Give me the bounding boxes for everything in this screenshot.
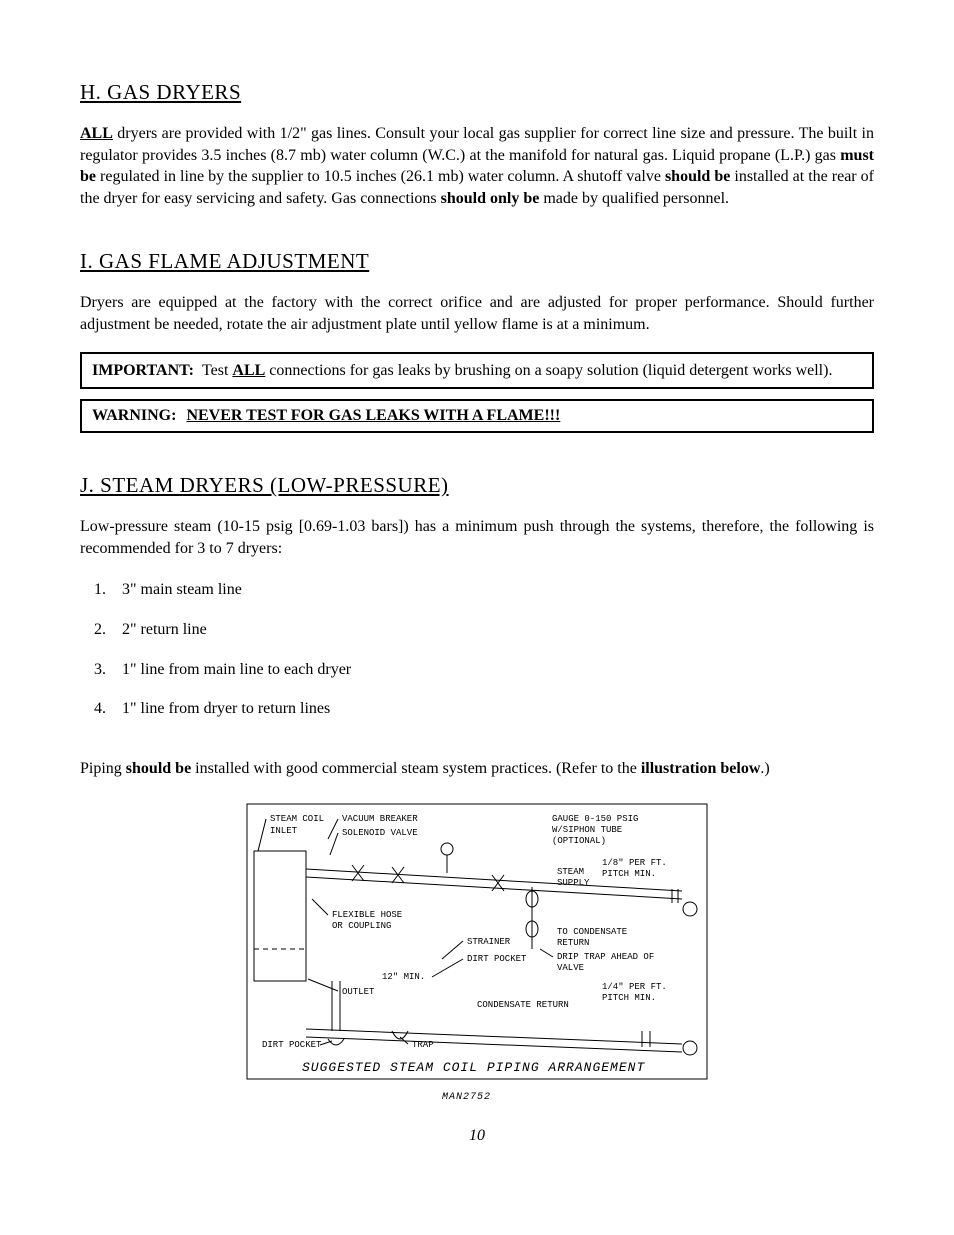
diagram-label: OR COUPLING (332, 921, 391, 931)
diagram-label: GAUGE 0-150 PSIG (552, 814, 638, 824)
steam-piping-diagram: STEAM COIL INLET VACUUM BREAKER SOLENOID… (242, 799, 712, 1119)
numbered-list: 1. 3" main steam line 2. 2" return line … (80, 579, 874, 737)
list-item: 3. 1" line from main line to each dryer (80, 659, 874, 699)
diagram-label: VACUUM BREAKER (342, 814, 418, 824)
diagram-title: SUGGESTED STEAM COIL PIPING ARRANGEMENT (302, 1060, 645, 1075)
diagram-label: TRAP (412, 1040, 434, 1050)
diagram-label: RETURN (557, 938, 589, 948)
warning-text: NEVER TEST FOR GAS LEAKS WITH A FLAME!!! (186, 407, 560, 425)
list-number: 1. (94, 579, 122, 601)
diagram-label: DIRT POCKET (262, 1040, 322, 1050)
text-shouldbe: should be (126, 760, 191, 777)
diagram-label: PITCH MIN. (602, 993, 656, 1003)
important-text: Test ALL connections for gas leaks by br… (202, 360, 862, 382)
diagram-label: TO CONDENSATE (557, 927, 627, 937)
diagram-label: OUTLET (342, 987, 375, 997)
section-i-paragraph: Dryers are equipped at the factory with … (80, 292, 874, 335)
diagram-label: FLEXIBLE HOSE (332, 910, 402, 920)
text-shouldbe: should be (665, 168, 730, 185)
text: regulated in line by the supplier to 10.… (96, 168, 665, 185)
list-number: 2. (94, 619, 122, 641)
list-number: 3. (94, 659, 122, 681)
page-number: 10 (80, 1127, 874, 1145)
diagram-label: W/SIPHON TUBE (552, 825, 622, 835)
text: installed with good commercial steam sys… (191, 760, 641, 777)
diagram-label: 1/8" PER FT. (602, 858, 667, 868)
diagram-label: INLET (270, 826, 298, 836)
important-callout: IMPORTANT: Test ALL connections for gas … (80, 352, 874, 390)
warning-label: WARNING: (92, 407, 176, 425)
diagram-label: STEAM COIL (270, 814, 324, 824)
warning-callout: WARNING: NEVER TEST FOR GAS LEAKS WITH A… (80, 399, 874, 433)
diagram-label: PITCH MIN. (602, 869, 656, 879)
text: .) (760, 760, 769, 777)
diagram-label: SUPPLY (557, 878, 590, 888)
diagram-label: STEAM (557, 867, 584, 877)
diagram-doc-code: MAN2752 (442, 1092, 491, 1103)
diagram-label: CONDENSATE RETURN (477, 1000, 569, 1010)
text: Test (202, 362, 232, 379)
section-j-paragraph: Low-pressure steam (10-15 psig [0.69-1.0… (80, 516, 874, 559)
list-item: 2. 2" return line (80, 619, 874, 659)
section-j-tail: Piping should be installed with good com… (80, 758, 874, 780)
text-all: ALL (232, 362, 265, 379)
list-text: 2" return line (122, 619, 207, 641)
text-shouldonlybe: should only be (441, 190, 540, 207)
text-all: ALL (80, 125, 113, 142)
text: connections for gas leaks by brushing on… (265, 362, 832, 379)
text: Piping (80, 760, 126, 777)
diagram-label: VALVE (557, 963, 584, 973)
text: made by qualified personnel. (539, 190, 729, 207)
document-page: H. GAS DRYERS ALL dryers are provided wi… (0, 0, 954, 1185)
diagram-label: DRIP TRAP AHEAD OF (557, 952, 654, 962)
section-j-heading: J. STEAM DRYERS (LOW-PRESSURE) (80, 473, 874, 498)
text: dryers are provided with 1/2" gas lines.… (80, 125, 874, 164)
section-h-heading: H. GAS DRYERS (80, 80, 874, 105)
diagram-label: SOLENOID VALVE (342, 828, 418, 838)
diagram-label: 1/4" PER FT. (602, 982, 667, 992)
section-i-heading: I. GAS FLAME ADJUSTMENT (80, 249, 874, 274)
list-text: 1" line from dryer to return lines (122, 698, 330, 720)
text-illustration: illustration below (641, 760, 761, 777)
list-item: 4. 1" line from dryer to return lines (80, 698, 874, 738)
diagram-label: 12" MIN. (382, 972, 425, 982)
list-text: 3" main steam line (122, 579, 242, 601)
section-h-paragraph: ALL dryers are provided with 1/2" gas li… (80, 123, 874, 209)
diagram-label: STRAINER (467, 937, 511, 947)
diagram-label: DIRT POCKET (467, 954, 527, 964)
list-text: 1" line from main line to each dryer (122, 659, 351, 681)
important-label: IMPORTANT: (92, 360, 202, 382)
list-number: 4. (94, 698, 122, 720)
diagram-label: (OPTIONAL) (552, 836, 606, 846)
list-item: 1. 3" main steam line (80, 579, 874, 619)
